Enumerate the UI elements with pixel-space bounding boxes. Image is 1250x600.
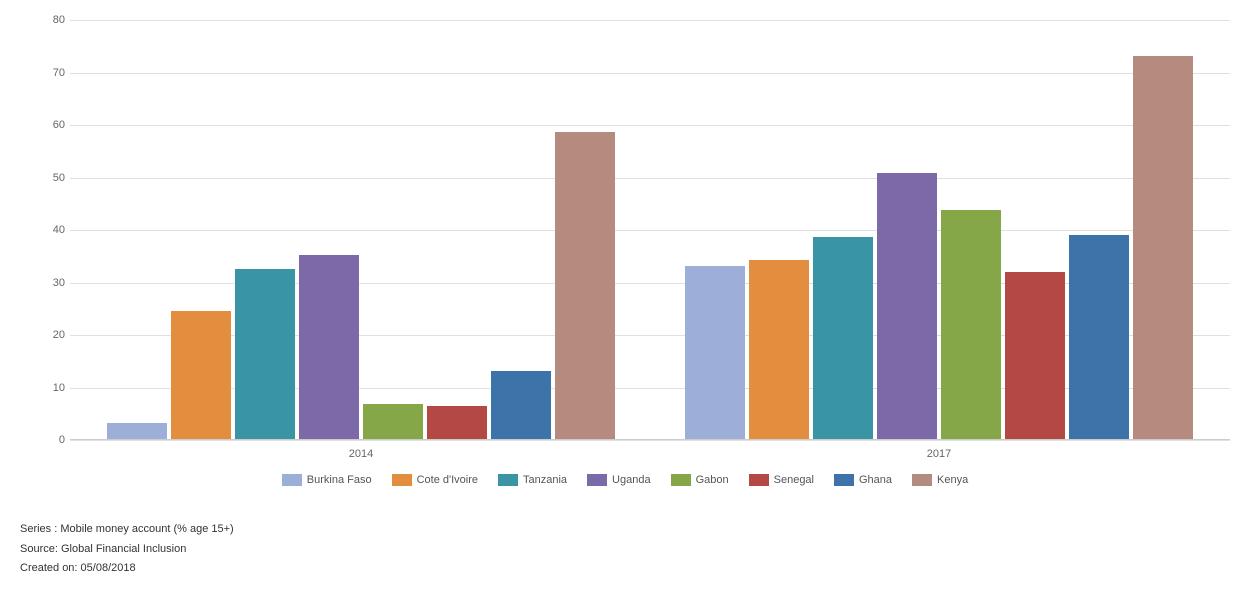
- y-tick-label: 20: [40, 329, 65, 341]
- footer-source: Source: Global Financial Inclusion: [20, 541, 234, 559]
- grid-line: [70, 178, 1230, 179]
- legend-item: Gabon: [671, 474, 729, 486]
- bar: [1005, 272, 1065, 439]
- chart-footer: Series : Mobile money account (% age 15+…: [20, 521, 234, 580]
- legend-item: Burkina Faso: [282, 474, 372, 486]
- y-tick-label: 30: [40, 277, 65, 289]
- bar: [877, 173, 937, 439]
- bar: [1133, 56, 1193, 439]
- y-tick-label: 60: [40, 119, 65, 131]
- footer-series: Series : Mobile money account (% age 15+…: [20, 521, 234, 539]
- bar: [299, 255, 359, 439]
- legend-label: Uganda: [612, 474, 651, 486]
- bar: [1069, 235, 1129, 439]
- bar: [749, 260, 809, 439]
- legend-swatch: [912, 474, 932, 486]
- legend-item: Senegal: [749, 474, 814, 486]
- y-tick-label: 80: [40, 14, 65, 26]
- legend-label: Gabon: [696, 474, 729, 486]
- bar: [491, 371, 551, 439]
- legend-swatch: [587, 474, 607, 486]
- legend-label: Kenya: [937, 474, 968, 486]
- legend-label: Cote d'Ivoire: [417, 474, 478, 486]
- chart-container: 01020304050607080 20142017: [40, 20, 1230, 460]
- bar: [363, 404, 423, 439]
- y-tick-label: 0: [40, 434, 65, 446]
- y-tick-label: 40: [40, 224, 65, 236]
- legend-label: Senegal: [774, 474, 814, 486]
- bar: [235, 269, 295, 439]
- bar: [427, 406, 487, 439]
- plot-area: [70, 20, 1230, 440]
- legend-label: Burkina Faso: [307, 474, 372, 486]
- legend-item: Kenya: [912, 474, 968, 486]
- grid-line: [70, 73, 1230, 74]
- legend-item: Uganda: [587, 474, 651, 486]
- legend-item: Tanzania: [498, 474, 567, 486]
- bar: [685, 266, 745, 439]
- legend-swatch: [671, 474, 691, 486]
- bar: [813, 237, 873, 439]
- legend-swatch: [498, 474, 518, 486]
- grid-line: [70, 125, 1230, 126]
- bar: [555, 132, 615, 439]
- bar: [171, 311, 231, 439]
- bar: [941, 210, 1001, 439]
- legend-label: Ghana: [859, 474, 892, 486]
- x-tick-label: 2014: [349, 448, 373, 460]
- legend-item: Ghana: [834, 474, 892, 486]
- chart-legend: Burkina Faso Cote d'Ivoire Tanzania Uganda G…: [0, 470, 1250, 488]
- grid-line: [70, 440, 1230, 441]
- bar: [107, 423, 167, 439]
- y-tick-label: 70: [40, 67, 65, 79]
- y-tick-label: 50: [40, 172, 65, 184]
- grid-line: [70, 20, 1230, 21]
- legend-swatch: [749, 474, 769, 486]
- footer-created: Created on: 05/08/2018: [20, 560, 234, 578]
- legend-swatch: [282, 474, 302, 486]
- legend-swatch: [834, 474, 854, 486]
- grid-line: [70, 230, 1230, 231]
- y-tick-label: 10: [40, 382, 65, 394]
- legend-swatch: [392, 474, 412, 486]
- x-tick-label: 2017: [927, 448, 951, 460]
- legend-item: Cote d'Ivoire: [392, 474, 478, 486]
- legend-label: Tanzania: [523, 474, 567, 486]
